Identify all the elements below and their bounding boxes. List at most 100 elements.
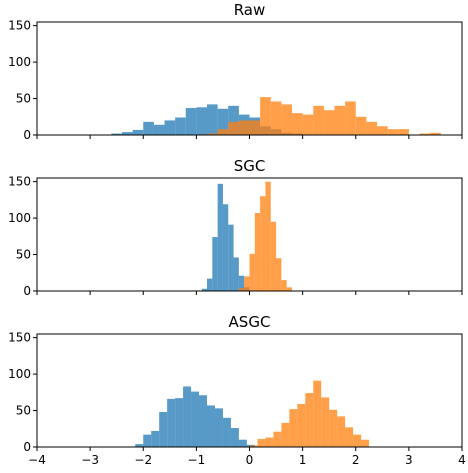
x-tick-label: 2 bbox=[352, 453, 360, 467]
histogram-bar bbox=[302, 114, 314, 135]
histogram-bar bbox=[183, 386, 192, 447]
histogram-bar bbox=[345, 427, 354, 447]
y-tick-label: 50 bbox=[16, 92, 31, 106]
histogram-bar bbox=[273, 431, 282, 447]
histogram-bar bbox=[297, 403, 306, 447]
y-tick-label: 0 bbox=[23, 284, 31, 298]
histogram-bar bbox=[207, 405, 215, 447]
panel-title: ASGC bbox=[229, 313, 271, 331]
x-tick-label: 4 bbox=[458, 453, 466, 467]
histogram-bar bbox=[276, 258, 282, 291]
series-2 bbox=[249, 380, 370, 447]
histogram-bar bbox=[233, 257, 239, 291]
histogram-bar bbox=[167, 398, 176, 447]
histogram-bar bbox=[199, 395, 207, 447]
histogram-bar bbox=[270, 221, 277, 291]
histogram-bar bbox=[254, 212, 261, 291]
histogram-bar bbox=[244, 276, 250, 291]
histogram-bar bbox=[196, 107, 208, 135]
histogram-bar bbox=[249, 445, 258, 447]
histogram-bar bbox=[217, 183, 223, 291]
histogram-bar bbox=[257, 438, 266, 447]
y-tick-label: 100 bbox=[8, 367, 31, 381]
series-2 bbox=[238, 181, 292, 291]
histogram-bar bbox=[387, 129, 399, 135]
panel-sgc: SGC 0 50 100 150 bbox=[8, 157, 463, 298]
histogram-bar bbox=[132, 129, 144, 135]
y-tick-label: 100 bbox=[8, 55, 31, 69]
histogram-bar bbox=[159, 412, 168, 447]
histogram-bar bbox=[313, 380, 322, 447]
x-tick-label: −2 bbox=[134, 453, 152, 467]
y-tick-label: 150 bbox=[8, 175, 31, 189]
histogram-bar bbox=[281, 422, 290, 447]
histogram-bar bbox=[191, 391, 200, 447]
panel-raw: Raw 0 50 100 150 bbox=[8, 1, 463, 142]
series-1 bbox=[201, 183, 250, 291]
histogram-bar bbox=[361, 439, 370, 447]
histogram-bar bbox=[289, 409, 298, 447]
histogram-bar bbox=[175, 117, 186, 135]
histogram-bar bbox=[175, 398, 184, 447]
histogram-bar bbox=[238, 288, 245, 291]
histogram-bar bbox=[265, 437, 274, 447]
histogram-bar bbox=[249, 253, 255, 291]
y-tick-label: 50 bbox=[16, 248, 31, 262]
histogram-bar bbox=[249, 120, 261, 135]
histogram-bar bbox=[337, 416, 346, 447]
histogram-bar bbox=[292, 113, 303, 135]
series-2 bbox=[207, 97, 441, 135]
panel-asgc: ASGC 0 50 100 150 −4 −3 −2 −1 0 1 2 3 4 bbox=[8, 313, 466, 467]
histogram-bar bbox=[143, 434, 152, 447]
histogram-bar bbox=[323, 110, 335, 135]
histogram-bar bbox=[238, 120, 250, 135]
histogram-bar bbox=[164, 120, 176, 135]
x-tick-label: 0 bbox=[246, 453, 254, 467]
histogram-bar bbox=[366, 121, 378, 135]
x-tick-label: −4 bbox=[28, 453, 46, 467]
histogram-bar bbox=[398, 129, 409, 135]
histogram-bar bbox=[228, 105, 239, 135]
histogram-bar bbox=[265, 181, 271, 291]
histogram-bar bbox=[222, 204, 229, 291]
panel-title: Raw bbox=[234, 1, 266, 19]
histogram-bar bbox=[222, 417, 231, 447]
histogram-bar bbox=[430, 132, 441, 135]
histogram-bar bbox=[260, 196, 266, 291]
histogram-bar bbox=[355, 116, 367, 135]
histogram-bar bbox=[185, 108, 197, 135]
histogram-bar bbox=[217, 108, 229, 135]
histogram-bar bbox=[217, 129, 229, 135]
x-tick-label: 3 bbox=[405, 453, 413, 467]
histogram-bar bbox=[228, 224, 234, 291]
y-tick-label: 150 bbox=[8, 331, 31, 345]
y-tick-label: 50 bbox=[16, 404, 31, 418]
histogram-bar bbox=[281, 280, 287, 291]
y-tick-label: 0 bbox=[23, 128, 31, 142]
histogram-bar bbox=[228, 121, 239, 135]
histogram-bar bbox=[321, 397, 330, 447]
histogram-bar bbox=[201, 288, 207, 291]
histogram-bar bbox=[207, 278, 213, 291]
y-tick-label: 100 bbox=[8, 211, 31, 225]
histogram-bar bbox=[143, 121, 154, 135]
histogram-bar bbox=[122, 132, 133, 135]
x-tick-label: −1 bbox=[188, 453, 206, 467]
histogram-bar bbox=[334, 105, 346, 135]
histogram-bar bbox=[313, 105, 324, 135]
histogram-bar bbox=[151, 430, 160, 447]
histogram-bar bbox=[270, 101, 282, 135]
series-1 bbox=[135, 386, 255, 447]
histogram-bar bbox=[329, 409, 338, 447]
histogram-bar bbox=[377, 126, 388, 135]
histogram-bar bbox=[214, 408, 223, 447]
histogram-bar bbox=[212, 237, 218, 291]
y-tick-label: 150 bbox=[8, 19, 31, 33]
panel-title: SGC bbox=[234, 157, 266, 175]
histogram-bar bbox=[305, 393, 314, 447]
histogram-bar bbox=[207, 133, 218, 135]
y-tick-label: 0 bbox=[23, 440, 31, 454]
x-tick-label: −3 bbox=[81, 453, 99, 467]
